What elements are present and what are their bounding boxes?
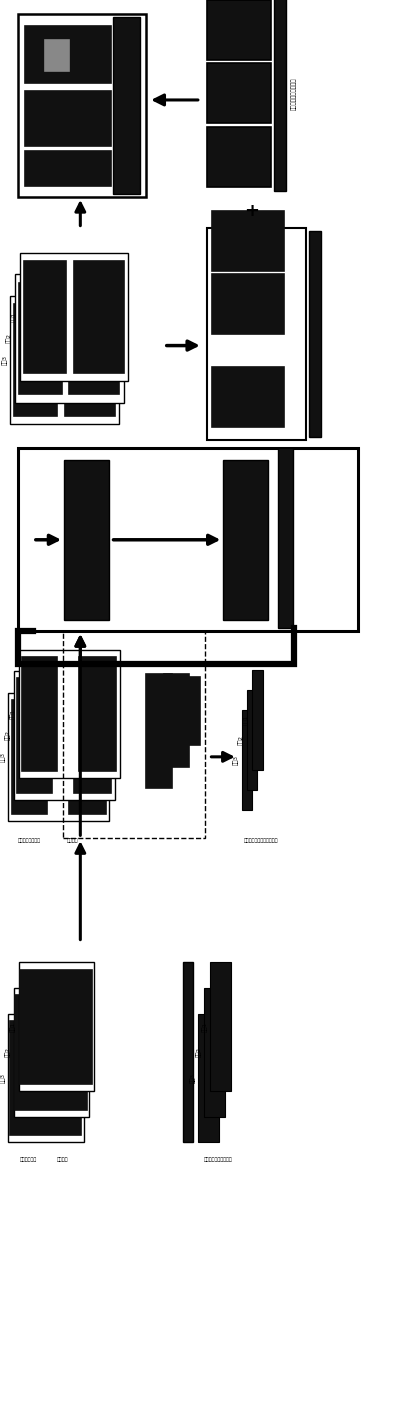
Text: 视图1: 视图1 (11, 311, 17, 323)
Bar (15, 995, 87, 1110)
Bar (63, 631, 205, 838)
Text: 视图1: 视图1 (203, 1021, 208, 1032)
Text: 视图1: 视图1 (10, 1021, 15, 1032)
Text: 视图2: 视图2 (5, 730, 10, 741)
Bar (10, 296, 119, 424)
Bar (223, 460, 268, 620)
Bar (212, 274, 284, 334)
Bar (43, 1035, 57, 1107)
Text: 视图2: 视图2 (238, 734, 243, 745)
Bar (198, 1014, 219, 1142)
Bar (207, 228, 306, 440)
Bar (79, 657, 116, 771)
Bar (14, 304, 57, 416)
Bar (19, 283, 62, 394)
Text: 视图2: 视图2 (6, 333, 12, 344)
Text: 视图3: 视图3 (2, 354, 7, 366)
Bar (210, 962, 231, 1091)
Text: 低分辨率图像投影特征向量: 低分辨率图像投影特征向量 (244, 838, 278, 844)
Bar (24, 261, 66, 373)
Bar (212, 211, 284, 271)
Bar (25, 91, 111, 146)
Bar (74, 261, 124, 373)
Bar (207, 63, 271, 123)
Bar (32, 1042, 55, 1100)
Text: 视图3: 视图3 (190, 1072, 196, 1084)
Bar (20, 253, 128, 381)
Bar (15, 274, 124, 403)
Bar (69, 700, 105, 814)
Bar (8, 693, 109, 821)
Bar (19, 650, 120, 778)
Bar (274, 0, 286, 191)
Text: 低分辨率图像特征向量: 低分辨率图像特征向量 (204, 1157, 233, 1162)
Bar (278, 448, 293, 628)
Text: 低分辨率图像: 低分辨率图像 (19, 1157, 36, 1162)
Bar (252, 670, 263, 770)
Bar (74, 678, 111, 793)
Text: 面部特征: 面部特征 (67, 838, 78, 844)
Bar (212, 367, 284, 427)
Bar (309, 231, 321, 437)
Bar (207, 0, 271, 60)
Bar (70, 283, 119, 394)
Text: 高分辨率图像特征向量: 高分辨率图像特征向量 (291, 79, 297, 110)
Bar (10, 1021, 81, 1135)
Text: 人脸图像: 人脸图像 (57, 1157, 69, 1162)
Bar (25, 26, 111, 83)
Bar (242, 710, 252, 810)
Text: 视图1: 视图1 (243, 714, 248, 725)
Text: +: + (244, 203, 259, 220)
Bar (113, 17, 140, 194)
Text: 视图3: 视图3 (0, 751, 6, 763)
Bar (17, 678, 52, 793)
Bar (11, 700, 47, 814)
Bar (246, 690, 258, 790)
Text: 视图3: 视图3 (233, 754, 239, 765)
Bar (204, 988, 225, 1117)
Bar (22, 657, 56, 771)
Bar (19, 962, 94, 1091)
Bar (177, 677, 200, 745)
Text: 视图2: 视图2 (5, 1047, 10, 1058)
Bar (13, 671, 115, 800)
Bar (18, 448, 358, 631)
Bar (65, 304, 115, 416)
Bar (147, 674, 171, 788)
Bar (8, 1014, 84, 1142)
Bar (164, 674, 189, 767)
Text: 低分辨率图像特征: 低分辨率图像特征 (17, 838, 41, 844)
Bar (25, 151, 111, 186)
Bar (18, 14, 147, 197)
Text: 视图1: 视图1 (10, 708, 15, 720)
Bar (207, 127, 271, 187)
Bar (21, 970, 92, 1084)
Bar (64, 460, 109, 620)
Bar (45, 40, 69, 71)
Text: 视图2: 视图2 (196, 1047, 202, 1058)
Text: 视图3: 视图3 (0, 1072, 6, 1084)
Bar (13, 988, 89, 1117)
Bar (183, 962, 193, 1142)
